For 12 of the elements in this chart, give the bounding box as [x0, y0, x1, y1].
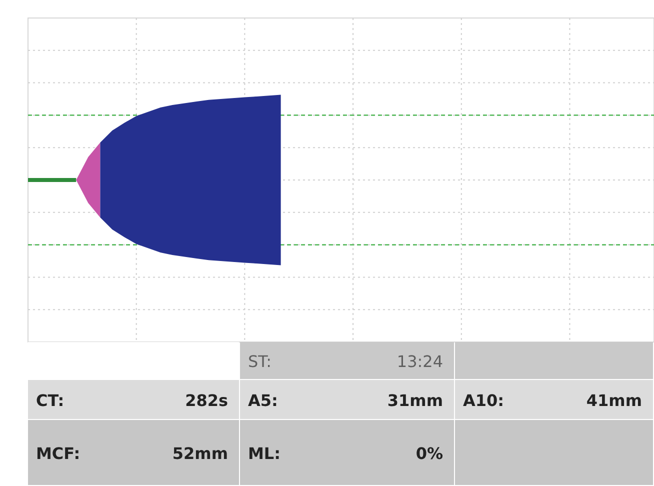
- text: 41mm: [586, 391, 642, 410]
- text: 31mm: [387, 391, 443, 410]
- text: ST:: [248, 352, 272, 371]
- text: ML:: [248, 444, 281, 463]
- text: CT:: [36, 391, 64, 410]
- text: MCF:: [36, 444, 80, 463]
- text: 0%: [416, 444, 443, 463]
- text: A10:: [463, 391, 504, 410]
- text: 282s: [185, 391, 228, 410]
- text: 52mm: [172, 444, 228, 463]
- text: A5:: [248, 391, 278, 410]
- text: 13:24: [396, 352, 443, 371]
